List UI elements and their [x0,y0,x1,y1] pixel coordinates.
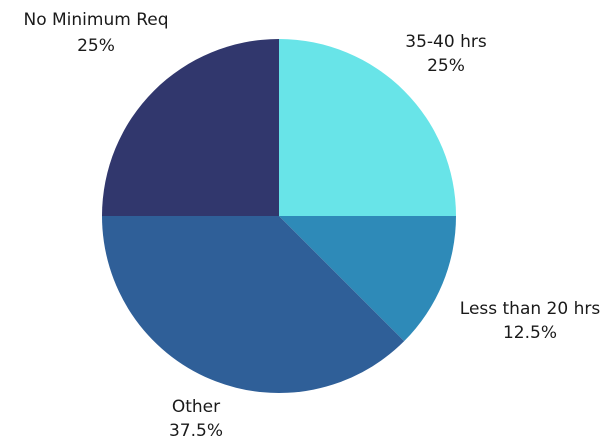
pie-slice-no-minimum-req [102,39,279,216]
pie-slices [102,39,456,394]
slice-value-less-than-20-hrs: 12.5% [503,323,557,343]
slice-value-other: 37.5% [169,421,223,441]
pie-labels: 35-40 hrs 25% Less than 20 hrs 12.5% Other 37… [23,10,600,441]
pie-slice-35-40-hrs [279,39,456,216]
pie-slice-other [102,216,405,394]
slice-label-other: Other [172,397,220,417]
slice-value-35-40-hrs: 25% [427,56,465,76]
slice-label-35-40-hrs: 35-40 hrs [405,32,487,52]
pie-slice-less-than-20-hrs [279,216,456,342]
slice-label-less-than-20-hrs: Less than 20 hrs [460,299,601,319]
slice-label-no-minimum-req: No Minimum Req [23,10,168,30]
slice-value-no-minimum-req: 25% [77,36,115,56]
